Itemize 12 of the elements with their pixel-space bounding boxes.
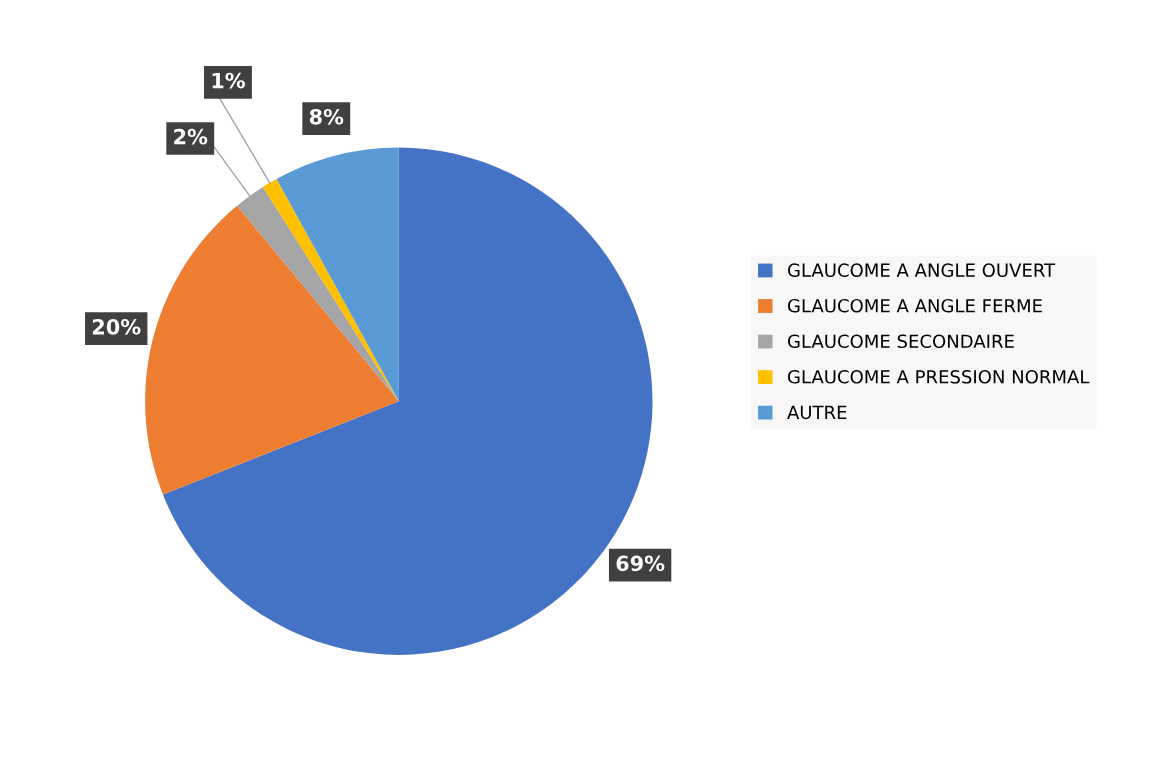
legend-label: GLAUCOME A PRESSION NORMAL (787, 369, 1090, 384)
data-label: 1% (212, 72, 245, 89)
pie-slice (145, 205, 399, 495)
data-label: 8% (309, 108, 344, 125)
legend-label: AUTRE (787, 405, 847, 420)
legend-label: GLAUCOME SECONDAIRE (787, 334, 1014, 349)
legend-label: GLAUCOME A ANGLE OUVERT (787, 263, 1056, 278)
data-label: 2% (174, 128, 208, 145)
legend-label: GLAUCOME A ANGLE FERME (787, 298, 1042, 313)
data-label: 69% (616, 555, 665, 572)
pie-slice (276, 147, 399, 402)
data-label: 20% (92, 318, 141, 335)
